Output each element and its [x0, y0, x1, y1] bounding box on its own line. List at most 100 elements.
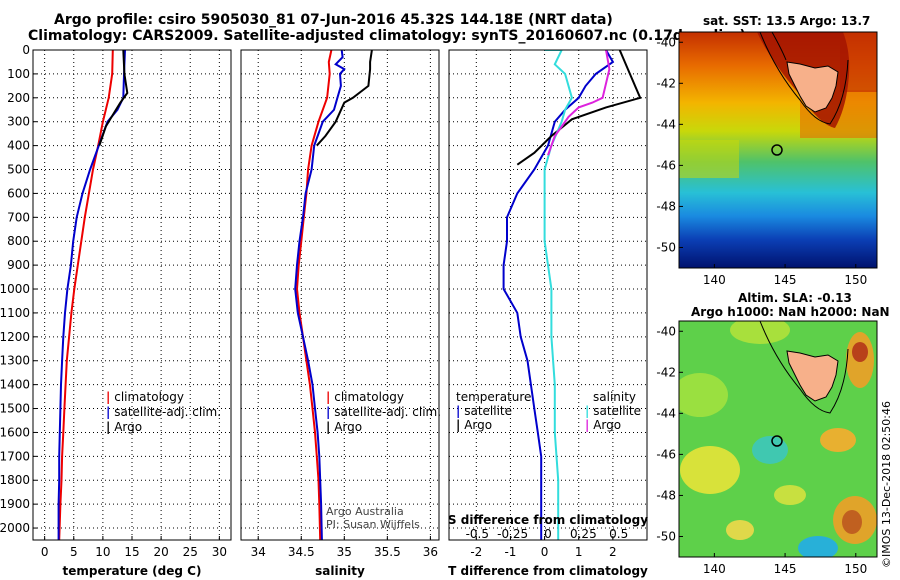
map-y-tick-label: -46	[656, 447, 676, 461]
legend-swatch: |	[326, 420, 331, 434]
watermark: ©IMOS 13-Dec-2018 02:50:46	[880, 401, 893, 568]
map-x-tick-label: 140	[703, 273, 726, 287]
x-tick-label: 10	[95, 545, 110, 559]
series-line-argo	[98, 50, 129, 146]
map-x-tick-label: 150	[844, 562, 867, 576]
y-tick-label: 900	[7, 258, 30, 272]
y-tick-label: 600	[7, 186, 30, 200]
sla-blob	[680, 446, 740, 494]
map2-frame	[678, 320, 878, 558]
series-line-satellite-adj-clim-	[294, 50, 346, 540]
sla-blob	[798, 536, 838, 557]
y-tick-label: 1200	[0, 330, 30, 344]
map-y-tick-label: -44	[656, 117, 676, 131]
map-x-tick-label: 145	[774, 562, 797, 576]
series-line-temperature-satellite	[502, 50, 615, 540]
y-tick-label: 1500	[0, 402, 30, 416]
legend-group-label: salinity	[593, 390, 637, 404]
series-line-temperature-argo	[516, 50, 642, 166]
x-tick-label: 25	[183, 545, 198, 559]
legend-label: Argo	[114, 420, 143, 434]
sst-patch	[679, 140, 739, 178]
y-tick-label: 0	[22, 43, 30, 57]
legend-label: satellite-adj. clim.	[334, 405, 442, 419]
legend-label: Argo	[464, 418, 493, 432]
x-tick-label: 34	[251, 545, 266, 559]
legend-group-label: temperature	[456, 390, 532, 404]
sla-blob	[820, 428, 856, 452]
x-tick-label: 30	[212, 545, 227, 559]
y-tick-label: 1900	[0, 497, 30, 511]
map-y-tick-label: -42	[656, 365, 676, 379]
depth-contour	[759, 321, 849, 414]
sst-map	[678, 31, 878, 269]
legend-swatch: |	[456, 418, 461, 432]
map-y-tick-label: -48	[656, 199, 676, 213]
tasmania-land	[786, 350, 839, 402]
map2-title-line1: Altim. SLA: -0.13	[738, 291, 852, 305]
map1-frame	[678, 31, 878, 269]
legend-swatch: |	[106, 405, 111, 419]
attribution-line2: PI: Susan Wijffels	[326, 518, 420, 531]
attribution-line1: Argo Australia	[326, 505, 404, 518]
y-tick-label: 1800	[0, 473, 30, 487]
map-axes-0: 140 145 150 -40 -42 -44 -46 -48 -50	[656, 35, 867, 287]
map-y-tick-label: -40	[656, 35, 676, 49]
x-tick-label: 15	[124, 545, 139, 559]
y-tick-label: 700	[7, 210, 30, 224]
x2-tick-label: 0	[544, 527, 552, 541]
sla-blob	[730, 321, 790, 344]
title-line1: Argo profile: csiro 5905030_81 07-Jun-20…	[54, 12, 613, 28]
x-tick-label: 2	[609, 545, 617, 559]
series-group	[294, 50, 373, 540]
y-tick-label: 800	[7, 234, 30, 248]
legend-swatch: |	[585, 418, 590, 432]
x-tick-label: 1	[575, 545, 583, 559]
attribution: Argo Australia PI: Susan Wijffels	[326, 505, 420, 531]
legend-swatch: |	[456, 404, 461, 418]
legend-panel1: | climatology | satellite-adj. clim. | A…	[106, 390, 221, 435]
x-tick-label: -1	[504, 545, 516, 559]
legend-swatch: |	[106, 420, 111, 434]
profile-plots: 0 5 10 15 20 25 300100200300400500600700800900…	[0, 35, 867, 578]
x2-tick-label: -0.25	[497, 527, 528, 541]
map-y-tick-label: -40	[656, 324, 676, 338]
legend-panel2: | climatology | satellite-adj. clim. | A…	[326, 390, 441, 435]
map-y-tick-label: -44	[656, 406, 676, 420]
legend-swatch: |	[585, 404, 590, 418]
x-axis-label: temperature (deg C)	[63, 564, 202, 578]
y-tick-label: 1600	[0, 425, 30, 439]
tasmania-land	[786, 61, 839, 113]
sla-blob	[774, 485, 806, 505]
legend-label: Argo	[593, 418, 622, 432]
map1-title: sat. SST: 13.5 Argo: 13.7	[703, 14, 871, 28]
grid	[449, 49, 647, 540]
x2-axis-label: S difference from climatology	[448, 513, 648, 527]
legend-label: Argo	[334, 420, 363, 434]
y-tick-label: 1400	[0, 378, 30, 392]
legend-panel3-temperature: temperature | satellite | Argo	[456, 390, 531, 432]
depth-contour	[759, 32, 849, 125]
map-x-tick-label: 140	[703, 562, 726, 576]
legend-swatch: |	[326, 405, 331, 419]
argo-position-marker	[771, 435, 783, 447]
series-line-climatology	[295, 50, 333, 540]
legend-label: climatology	[114, 390, 184, 404]
legend-swatch: |	[106, 390, 111, 404]
series-group	[57, 50, 129, 540]
map-x-tick-label: 150	[844, 273, 867, 287]
y-tick-label: 1300	[0, 354, 30, 368]
map-y-tick-label: -48	[656, 488, 676, 502]
x-tick-label: 35	[337, 545, 352, 559]
map-y-tick-label: -50	[656, 240, 676, 254]
sla-map	[678, 320, 878, 558]
x2-tick-label: 0.5	[609, 527, 628, 541]
sla-blob	[679, 373, 728, 417]
plot-area	[449, 50, 647, 540]
x-axis-label: T difference from climatology	[448, 564, 648, 578]
x-tick-label: -2	[470, 545, 482, 559]
y-tick-label: 500	[7, 163, 30, 177]
x-tick-label: 35.5	[374, 545, 401, 559]
legend-label: satellite	[464, 404, 513, 418]
